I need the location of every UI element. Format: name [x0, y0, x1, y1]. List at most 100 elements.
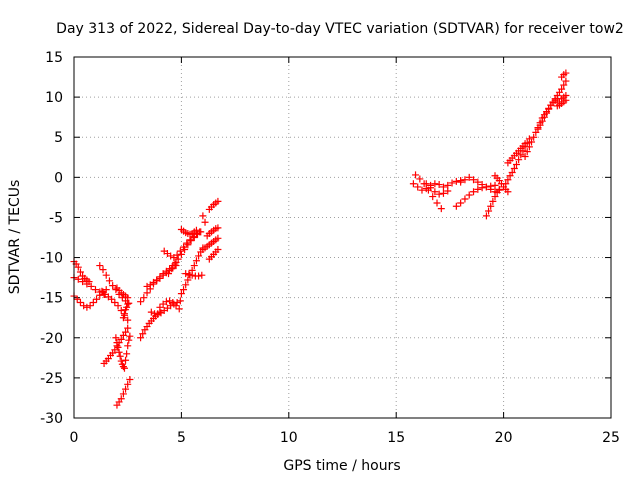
- data-point: [183, 239, 191, 247]
- data-point: [188, 271, 196, 279]
- y-tick-label: -15: [40, 291, 63, 307]
- data-point: [115, 348, 123, 356]
- data-point: [108, 295, 116, 303]
- data-point: [91, 286, 99, 294]
- data-point: [125, 336, 133, 344]
- data-point: [530, 133, 538, 141]
- data-point: [83, 280, 91, 288]
- data-point: [126, 375, 134, 383]
- data-point: [457, 178, 465, 186]
- x-tick-label: 20: [495, 430, 513, 446]
- data-point: [184, 241, 192, 249]
- data-point: [412, 171, 420, 179]
- plot-frame: [73, 56, 612, 419]
- data-point: [114, 302, 122, 310]
- data-point: [102, 271, 110, 279]
- data-point: [156, 274, 164, 282]
- data-point: [122, 328, 130, 336]
- data-point: [116, 352, 124, 360]
- data-point: [137, 334, 145, 342]
- chart-title: Day 313 of 2022, Sidereal Day-to-day VTE…: [56, 21, 624, 37]
- data-point: [119, 390, 127, 398]
- data-point: [114, 343, 122, 351]
- data-point: [124, 324, 132, 332]
- data-point: [87, 282, 95, 290]
- y-tick-label: -10: [40, 251, 63, 267]
- data-point: [457, 199, 465, 207]
- data-point: [418, 186, 426, 194]
- data-point: [96, 262, 104, 270]
- data-point: [429, 193, 437, 201]
- data-point: [125, 299, 133, 307]
- x-tick-label: 25: [602, 430, 620, 446]
- y-tick-label: -20: [40, 331, 63, 347]
- data-point: [168, 265, 176, 273]
- data-point: [195, 252, 203, 260]
- data-point: [485, 207, 493, 215]
- y-tick-label: -25: [40, 371, 63, 387]
- data-point: [172, 302, 180, 310]
- x-tick-label: 0: [70, 430, 79, 446]
- data-point: [73, 295, 81, 303]
- data-points: [70, 69, 570, 409]
- data-point: [536, 121, 544, 129]
- data-point: [124, 294, 132, 302]
- data-point: [76, 298, 84, 306]
- data-point: [119, 314, 127, 322]
- data-point: [562, 77, 570, 85]
- data-point: [478, 181, 486, 189]
- data-point: [433, 199, 441, 207]
- data-point: [117, 395, 125, 403]
- data-point: [192, 226, 200, 234]
- data-point: [86, 302, 94, 310]
- data-point: [109, 282, 117, 290]
- data-point: [461, 195, 469, 203]
- data-point: [187, 237, 195, 245]
- data-point: [439, 189, 447, 197]
- data-point: [439, 183, 447, 191]
- data-point: [79, 278, 87, 286]
- data-point: [177, 290, 185, 298]
- data-point: [122, 356, 130, 364]
- data-point: [185, 270, 193, 278]
- data-point: [487, 185, 495, 193]
- data-point: [182, 270, 190, 278]
- data-point: [117, 357, 125, 365]
- data-point: [151, 310, 159, 318]
- data-point: [93, 295, 101, 303]
- data-point: [74, 275, 82, 283]
- data-point: [214, 246, 222, 254]
- data-point: [80, 302, 88, 310]
- data-point: [99, 266, 107, 274]
- data-point: [560, 81, 568, 89]
- data-point: [169, 298, 177, 306]
- x-axis-label: GPS time / hours: [283, 458, 400, 474]
- data-point: [149, 278, 157, 286]
- data-point: [435, 181, 443, 189]
- data-point: [512, 160, 520, 168]
- data-point: [214, 197, 222, 205]
- data-point: [122, 385, 130, 393]
- data-point: [431, 188, 439, 196]
- data-point: [181, 246, 189, 254]
- data-point: [74, 263, 82, 271]
- data-point: [495, 185, 503, 193]
- data-point: [190, 262, 198, 270]
- data-point: [102, 286, 110, 294]
- axis-ticks: 0 5 10 15 20 25 -30 -25 -20 -15 -10 -5 0 5 10 15: [40, 50, 620, 446]
- data-point: [137, 298, 145, 306]
- data-point: [427, 184, 435, 192]
- data-point: [489, 197, 497, 205]
- data-point: [487, 202, 495, 210]
- data-point: [197, 228, 205, 236]
- data-point: [175, 305, 183, 313]
- data-point: [177, 250, 185, 258]
- data-point: [76, 268, 84, 276]
- data-point: [156, 303, 164, 311]
- data-point: [482, 212, 490, 220]
- data-point: [214, 224, 222, 232]
- data-point: [176, 297, 184, 305]
- data-point: [558, 85, 566, 93]
- data-point: [474, 185, 482, 193]
- x-tick-label: 15: [387, 430, 405, 446]
